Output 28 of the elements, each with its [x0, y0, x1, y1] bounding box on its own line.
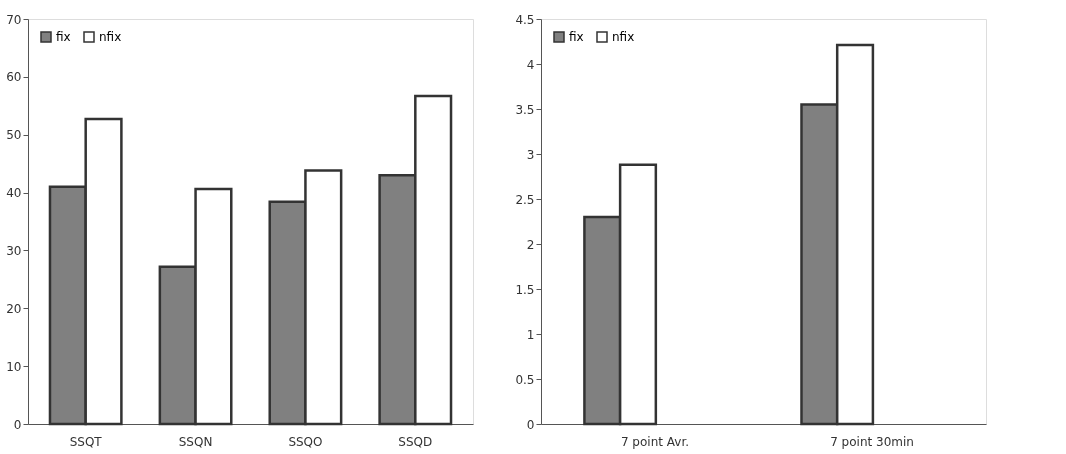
y-tick-label: 40 — [6, 186, 22, 201]
y-tick-label: 20 — [6, 301, 22, 316]
y-tick-label: 1 — [526, 327, 535, 342]
y-tick-label: 3 — [526, 147, 535, 162]
x-tick-label: 7 point Avr. — [620, 434, 690, 449]
x-tick-label: 7 point 30min — [830, 434, 914, 449]
legend-label: fix — [56, 30, 71, 44]
y-tick-label: 70 — [6, 12, 22, 27]
legend-label: nfix — [612, 30, 635, 44]
legend-label: fix — [569, 30, 584, 44]
y-tick-label: 4 — [526, 57, 535, 72]
x-tick-label: SSQT — [69, 434, 103, 449]
y-tick-label: 0 — [13, 417, 22, 432]
x-tick-label: SSQN — [178, 434, 213, 449]
y-tick-label: 50 — [6, 128, 22, 143]
y-tick-label: 4.5 — [515, 12, 535, 27]
x-tick-label: SSQO — [288, 434, 323, 449]
y-tick-label: 60 — [6, 70, 22, 85]
y-tick-label: 3.5 — [515, 102, 535, 117]
y-tick-label: 0 — [526, 417, 535, 432]
y-tick-label: 2 — [526, 237, 535, 252]
y-tick-label: 2.5 — [515, 192, 535, 207]
y-tick-label: 1.5 — [515, 282, 535, 297]
legend-label: nfix — [99, 30, 122, 44]
y-tick-label: 0.5 — [515, 372, 535, 387]
y-tick-label: 30 — [6, 243, 22, 258]
x-tick-label: SSQD — [398, 434, 433, 449]
y-tick-label: 10 — [6, 359, 22, 374]
